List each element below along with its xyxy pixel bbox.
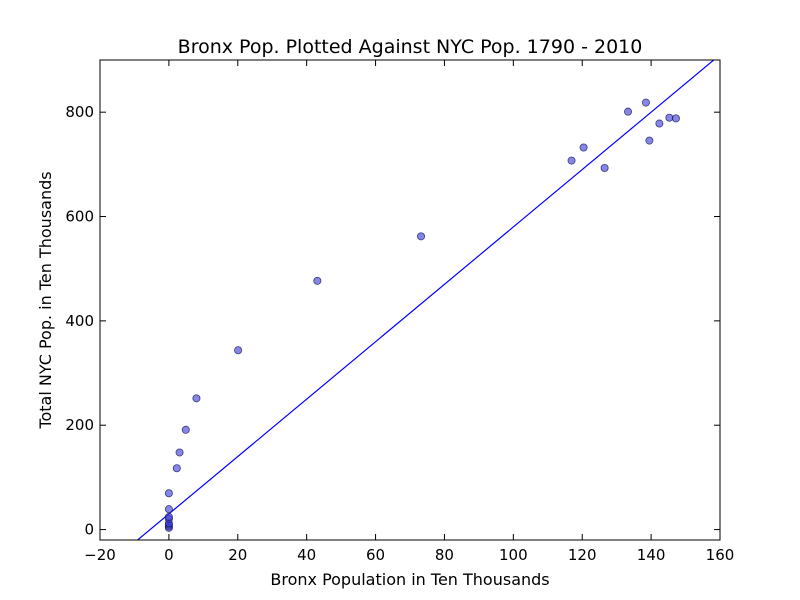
y-axis-label: Total NYC Pop. in Ten Thousands (36, 171, 55, 429)
x-tick-label: 120 (568, 546, 597, 564)
data-points (164, 98, 680, 532)
y-tick-label: 400 (65, 312, 94, 330)
x-tick-label: 40 (297, 546, 316, 564)
data-point (600, 163, 609, 172)
chart-title: Bronx Pop. Plotted Against NYC Pop. 1790… (178, 36, 643, 58)
x-tick-label: 0 (164, 546, 174, 564)
y-tick-label: 200 (65, 416, 94, 434)
data-point (175, 448, 184, 457)
data-point (234, 346, 243, 355)
data-point (181, 425, 190, 434)
data-point (164, 512, 173, 521)
data-point (164, 489, 173, 498)
plot-frame (99, 59, 721, 541)
data-point (579, 143, 588, 152)
x-tick-label: −20 (84, 546, 116, 564)
x-tick-label: 140 (637, 546, 666, 564)
x-axis-label: Bronx Population in Ten Thousands (270, 570, 549, 589)
data-point (567, 156, 576, 165)
y-tick-label: 800 (65, 103, 94, 121)
fit-line (136, 60, 715, 540)
y-tick-label: 600 (65, 208, 94, 226)
data-point (192, 394, 201, 403)
data-point (665, 113, 674, 122)
data-point (655, 119, 664, 128)
axis-ticks: −20 0 20 40 60 80 100 120 140 160 0 200 400 600 800 (65, 60, 734, 564)
x-tick-label: 80 (435, 546, 454, 564)
y-tick-label: 0 (84, 521, 94, 539)
data-point (641, 98, 650, 107)
data-point (671, 114, 680, 123)
data-point (172, 464, 181, 473)
data-point (313, 276, 322, 285)
data-point (645, 136, 654, 145)
fit-line-layer (136, 60, 715, 540)
x-tick-label: 100 (499, 546, 528, 564)
x-tick-label: 60 (366, 546, 385, 564)
data-point (164, 505, 173, 514)
data-point (417, 232, 426, 241)
x-tick-label: 160 (706, 546, 735, 564)
x-tick-label: 20 (228, 546, 247, 564)
data-point (624, 107, 633, 116)
